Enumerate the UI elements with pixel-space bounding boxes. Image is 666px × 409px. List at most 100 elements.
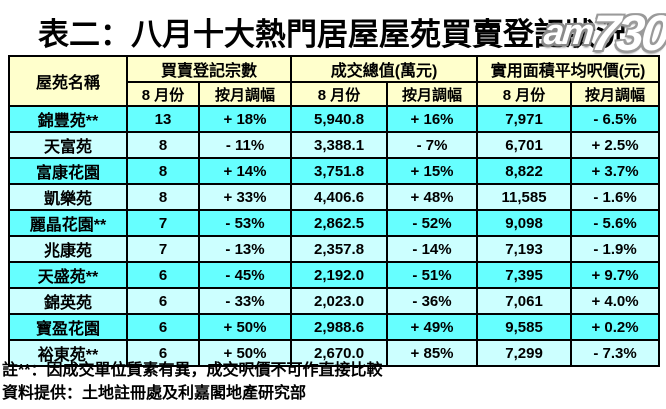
estate-name-cell: 凱樂苑 — [8, 183, 128, 211]
price-change-cell: + 2.5% — [570, 131, 661, 159]
count-cell: 8 — [126, 183, 200, 211]
price-cell: 7,061 — [476, 287, 573, 315]
value-change-cell: + 49% — [386, 313, 479, 341]
price-change-cell: + 3.7% — [570, 157, 661, 185]
subheader-change-registrations: 按月調幅 — [197, 81, 293, 107]
estate-table-header: 屋苑名稱 買賣登記宗數 成交總值(萬元) 實用面積平均呎價(元) 8 月份 按月… — [8, 55, 661, 107]
estate-name-cell: 麗晶花園** — [8, 209, 128, 237]
header-group-row: 屋苑名稱 買賣登記宗數 成交總值(萬元) 實用面積平均呎價(元) — [8, 55, 661, 107]
value-cell: 2,862.5 — [290, 209, 389, 237]
price-change-cell: + 9.7% — [570, 261, 661, 289]
subheader-month-registrations: 8 月份 — [126, 81, 200, 107]
count-cell: 7 — [126, 235, 200, 263]
estate-name-cell: 寶盈花園 — [8, 313, 128, 341]
column-group-avg-price: 實用面積平均呎價(元) — [476, 55, 661, 83]
price-cell: 6,701 — [476, 131, 573, 159]
value-cell: 5,940.8 — [290, 105, 389, 133]
footnotes: 註**：因成交單位質素有異，成交呎價不可作直接比較 資料提供：土地註冊處及利嘉閣… — [2, 359, 662, 405]
estate-name-cell: 天富苑 — [8, 131, 128, 159]
value-change-cell: + 85% — [386, 339, 479, 367]
price-change-cell: - 1.6% — [570, 183, 661, 211]
subheader-change-value: 按月調幅 — [386, 81, 479, 107]
value-change-cell: - 51% — [386, 261, 479, 289]
price-cell: 7,971 — [476, 105, 573, 133]
subheader-month-value: 8 月份 — [290, 81, 389, 107]
price-cell: 9,585 — [476, 313, 573, 341]
count-cell: 13 — [126, 105, 200, 133]
value-cell: 2,988.6 — [290, 313, 389, 341]
table-row: 麗晶花園** 7- 53% 2,862.5- 52% 9,098- 5.6% — [8, 209, 661, 237]
count-change-cell: + 50% — [197, 339, 293, 367]
count-change-cell: - 45% — [197, 261, 293, 289]
count-cell: 6 — [126, 261, 200, 289]
price-change-cell: - 6.5% — [570, 105, 661, 133]
count-cell: 8 — [126, 131, 200, 159]
am730-watermark-logo: am730 — [540, 4, 666, 62]
value-change-cell: + 48% — [386, 183, 479, 211]
price-cell: 11,585 — [476, 183, 573, 211]
price-cell: 9,098 — [476, 209, 573, 237]
value-change-cell: - 7% — [386, 131, 479, 159]
count-change-cell: + 50% — [197, 313, 293, 341]
estate-name-cell: 兆康苑 — [8, 235, 128, 263]
value-cell: 2,023.0 — [290, 287, 389, 315]
count-cell: 8 — [126, 157, 200, 185]
count-change-cell: + 18% — [197, 105, 293, 133]
price-cell: 7,395 — [476, 261, 573, 289]
estate-name-cell: 裕東苑** — [8, 339, 128, 367]
price-change-cell: + 0.2% — [570, 313, 661, 341]
subheader-change-price: 按月調幅 — [570, 81, 661, 107]
table-row: 寶盈花園 6 + 50% 2,988.6 + 49% 9,585 + 0.2% — [8, 313, 661, 341]
value-change-cell: + 15% — [386, 157, 479, 185]
table-row: 天盛苑** 6- 45% 2,192.0- 51% 7,395 + 9.7% — [8, 261, 661, 289]
count-change-cell: - 13% — [197, 235, 293, 263]
estate-name-cell: 錦英苑 — [8, 287, 128, 315]
value-cell: 3,388.1 — [290, 131, 389, 159]
column-group-total-value: 成交總值(萬元) — [290, 55, 479, 83]
count-change-cell: - 33% — [197, 287, 293, 315]
table-row: 天富苑 8- 11% 3,388.1- 7% 6,701 + 2.5% — [8, 131, 661, 159]
table-row: 富康花園 8 + 14% 3,751.8 + 15% 8,822 + 3.7% — [8, 157, 661, 185]
count-change-cell: - 11% — [197, 131, 293, 159]
count-change-cell: + 33% — [197, 183, 293, 211]
estate-table: 屋苑名稱 買賣登記宗數 成交總值(萬元) 實用面積平均呎價(元) 8 月份 按月… — [8, 55, 661, 367]
value-cell: 4,406.6 — [290, 183, 389, 211]
count-change-cell: - 53% — [197, 209, 293, 237]
table-row: 兆康苑 7- 13% 2,357.8- 14% 7,193- 1.9% — [8, 235, 661, 263]
value-cell: 2,192.0 — [290, 261, 389, 289]
footnote-quality: 註**：因成交單位質素有異，成交呎價不可作直接比較 — [2, 362, 383, 379]
price-change-cell: - 1.9% — [570, 235, 661, 263]
watermark-am-text: am — [541, 11, 594, 52]
count-change-cell: + 14% — [197, 157, 293, 185]
column-group-registrations: 買賣登記宗數 — [125, 55, 293, 83]
value-cell: 3,751.8 — [290, 157, 389, 185]
table-row: 裕東苑** 6 + 50% 2,670.0 + 85% 7,299- 7.3% — [8, 339, 661, 367]
table-row: 錦豐苑** 13 + 18% 5,940.8 + 16% 7,971- 6.5% — [8, 105, 661, 133]
page-title: 表二：八月十大熱門居屋屋苑買賣登記狀況 — [38, 17, 627, 52]
header-sub-row: 8 月份 按月調幅 8 月份 按月調幅 8 月份 按月調幅 — [9, 81, 661, 107]
value-cell: 2,357.8 — [290, 235, 389, 263]
estate-name-cell: 錦豐苑** — [8, 105, 128, 133]
column-header-estate-name: 屋苑名稱 — [8, 55, 128, 107]
table-row: 凱樂苑 8 + 33% 4,406.6 + 48% 11,585- 1.6% — [8, 183, 661, 211]
price-cell: 7,299 — [476, 339, 573, 367]
estate-table-body: 錦豐苑** 13 + 18% 5,940.8 + 16% 7,971- 6.5% 天富苑 8-… — [8, 105, 661, 367]
watermark-730-text: 730 — [588, 5, 666, 61]
price-change-cell: + 4.0% — [570, 287, 661, 315]
price-change-cell: - 5.6% — [570, 209, 661, 237]
footnote-source: 資料提供：土地註冊處及利嘉閣地產研究部 — [2, 385, 307, 402]
value-change-cell: + 16% — [386, 105, 479, 133]
value-cell: 2,670.0 — [290, 339, 389, 367]
count-cell: 6 — [126, 313, 200, 341]
price-change-cell: - 7.3% — [570, 339, 661, 367]
count-cell: 6 — [126, 287, 200, 315]
value-change-cell: - 14% — [386, 235, 479, 263]
value-change-cell: - 36% — [386, 287, 479, 315]
count-cell: 6 — [126, 339, 200, 367]
price-cell: 8,822 — [476, 157, 573, 185]
subheader-month-price: 8 月份 — [476, 81, 573, 107]
estate-name-cell: 富康花園 — [8, 157, 128, 185]
table-row: 錦英苑 6- 33% 2,023.0- 36% 7,061 + 4.0% — [8, 287, 661, 315]
value-change-cell: - 52% — [386, 209, 479, 237]
price-cell: 7,193 — [476, 235, 573, 263]
